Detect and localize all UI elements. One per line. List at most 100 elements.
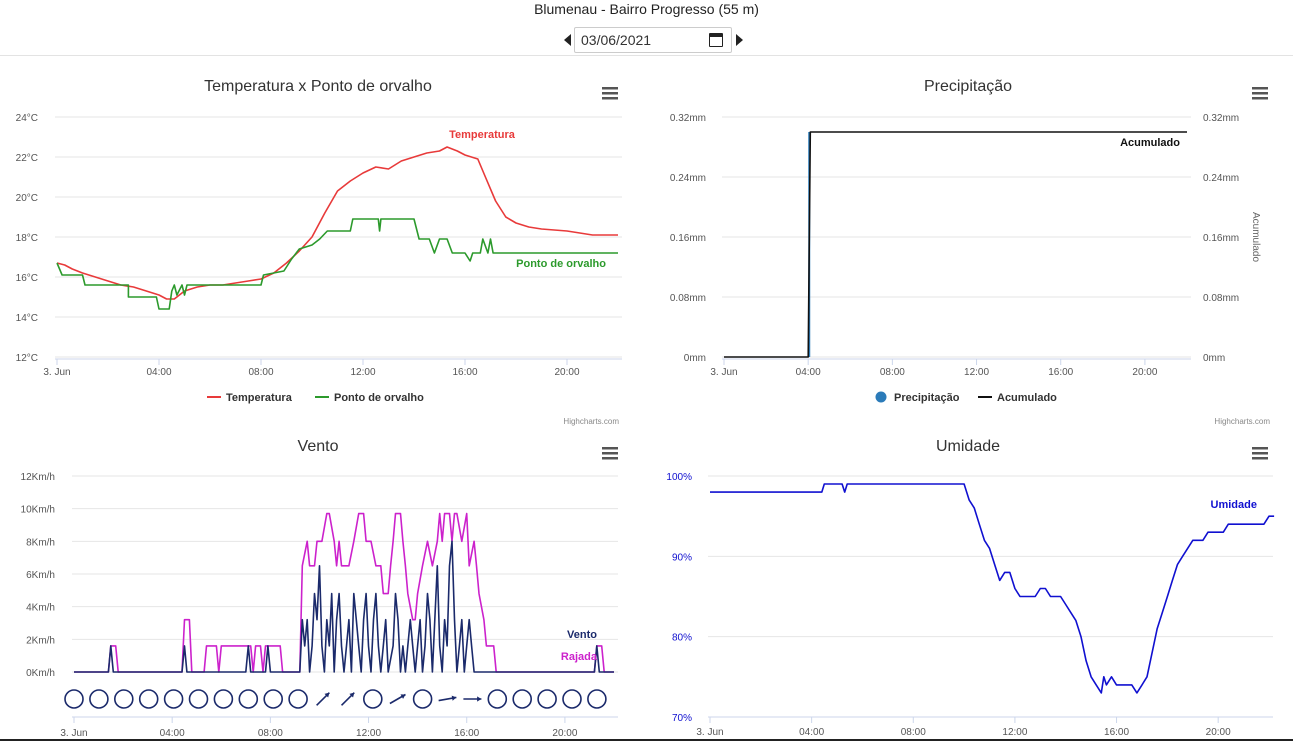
chart-menu-button[interactable] <box>1250 444 1270 462</box>
legend-label: Temperatura <box>226 392 293 404</box>
chart-title: Umidade <box>936 438 1000 455</box>
x-tick-label: 16:00 <box>1048 367 1073 378</box>
x-tick-label: 08:00 <box>258 728 283 739</box>
series-label: Umidade <box>1211 499 1257 511</box>
chart-menu-icon-bar <box>602 457 618 460</box>
y-tick-label: 0.32mm <box>670 113 706 124</box>
wind-calm-marker <box>537 689 557 709</box>
y-tick-label: 0.08mm <box>670 293 706 304</box>
x-tick-label: 04:00 <box>160 728 185 739</box>
chart-menu-icon-bar <box>1252 92 1268 95</box>
y-tick-label: 0Km/h <box>26 668 55 679</box>
humidity-chart: Umidade 70% 80% 90% 100% 3. Jun 04:00 08:00 12:0… <box>666 438 1275 738</box>
date-selector: 03/06/2021 <box>560 27 746 53</box>
y-tick-label: 0mm <box>684 353 706 364</box>
chart-menu-icon-bar <box>1252 87 1268 90</box>
x-tick-label: 04:00 <box>799 727 824 738</box>
series-line-vento <box>74 540 614 673</box>
next-day-button[interactable] <box>732 27 746 53</box>
y-tick-label: 24°C <box>16 113 38 124</box>
x-tick-label: 3. Jun <box>696 727 723 738</box>
x-tick-label: 16:00 <box>1104 727 1129 738</box>
chart-menu-icon-bar <box>602 97 618 100</box>
y-tick-label: 8Km/h <box>26 537 55 548</box>
series-line-umidade <box>710 483 1275 694</box>
legend-label: Ponto de orvalho <box>334 392 424 404</box>
chart-menu-icon-bar <box>1252 452 1268 455</box>
x-tick-label: 08:00 <box>880 367 905 378</box>
series-line-temperatura <box>56 146 618 300</box>
caret-right-icon <box>735 34 743 46</box>
y-tick-label: 18°C <box>16 233 38 244</box>
y-tick-label: 0.24mm <box>670 173 706 184</box>
wind-calm-marker <box>288 689 308 709</box>
chart-menu-icon-bar <box>1252 447 1268 450</box>
page-bottom-border <box>0 739 1293 741</box>
series-label: Ponto de orvalho <box>516 258 606 270</box>
date-input[interactable]: 03/06/2021 <box>574 27 732 53</box>
chart-title: Temperatura x Ponto de orvalho <box>204 78 432 95</box>
chart-credits: Highcharts.com <box>1214 417 1270 426</box>
y2-tick-label: 0.08mm <box>1203 293 1239 304</box>
chart-menu-button[interactable] <box>600 444 620 462</box>
y2-tick-label: 0.32mm <box>1203 113 1239 124</box>
date-input-value: 03/06/2021 <box>581 32 652 48</box>
wind-calm-marker <box>487 689 508 709</box>
wind-calm-marker <box>114 689 134 709</box>
wind-calm-marker <box>188 689 209 709</box>
y2-axis-label: Acumulado <box>1250 212 1261 262</box>
y-tick-label: 90% <box>672 552 692 563</box>
series-line-rajada <box>74 512 614 673</box>
chart-menu-icon-bar <box>1252 457 1268 460</box>
y2-tick-label: 0mm <box>1203 353 1225 364</box>
chart-credits: Highcharts.com <box>563 417 619 426</box>
chart-menu-button[interactable] <box>1250 84 1270 102</box>
wind-arrow-head <box>477 696 482 702</box>
y-tick-label: 20°C <box>16 193 38 204</box>
y-tick-label: 70% <box>672 713 692 724</box>
wind-arrow-head <box>349 692 355 698</box>
calendar-icon[interactable] <box>709 33 723 47</box>
precipitation-chart: Precipitação 0mm 0mm 0.08mm 0.08mm 0.16mm 0.16… <box>670 78 1270 426</box>
legend-marker <box>875 391 887 403</box>
x-tick-label: 12:00 <box>1002 727 1027 738</box>
x-tick-label: 04:00 <box>146 367 171 378</box>
x-tick-label: 04:00 <box>796 367 821 378</box>
wind-arrow-head <box>451 695 457 701</box>
x-tick-label: 3. Jun <box>60 728 87 739</box>
y2-tick-label: 0.24mm <box>1203 173 1239 184</box>
chart-title: Precipitação <box>924 78 1012 95</box>
x-tick-label: 12:00 <box>964 367 989 378</box>
series-label: Acumulado <box>1120 137 1180 149</box>
y-tick-label: 16°C <box>16 273 38 284</box>
x-tick-label: 20:00 <box>1206 727 1231 738</box>
wind-calm-marker <box>263 689 284 709</box>
legend-label: Acumulado <box>997 392 1057 404</box>
caret-left-icon <box>563 34 571 46</box>
chart-title: Vento <box>298 438 339 455</box>
y-tick-label: 100% <box>666 472 692 483</box>
series-label: Vento <box>567 629 597 641</box>
y-tick-label: 14°C <box>16 313 38 324</box>
wind-arrow-head <box>324 692 330 698</box>
y-tick-label: 10Km/h <box>21 505 55 516</box>
wind-calm-marker <box>512 689 533 709</box>
chart-menu-icon-bar <box>1252 97 1268 100</box>
series-line-acumulado <box>724 131 1187 358</box>
y-tick-label: 2Km/h <box>26 635 55 646</box>
chart-menu-button[interactable] <box>600 84 620 102</box>
wind-calm-marker <box>362 689 383 709</box>
wind-calm-marker <box>138 689 159 709</box>
chart-menu-icon-bar <box>602 447 618 450</box>
y-tick-label: 12Km/h <box>21 472 55 483</box>
wind-chart: Vento 0Km/h 2Km/h 4Km/h 6Km/h 8Km/h 10Km/h 12Km… <box>21 438 620 739</box>
wind-calm-marker <box>562 689 582 709</box>
y-tick-label: 6Km/h <box>26 570 55 581</box>
previous-day-button[interactable] <box>560 27 574 53</box>
chart-menu-icon-bar <box>602 92 618 95</box>
x-tick-label: 08:00 <box>901 727 926 738</box>
chart-menu-icon-bar <box>602 452 618 455</box>
x-tick-label: 3. Jun <box>710 367 737 378</box>
y2-tick-label: 0.16mm <box>1203 233 1239 244</box>
x-tick-label: 16:00 <box>454 728 479 739</box>
